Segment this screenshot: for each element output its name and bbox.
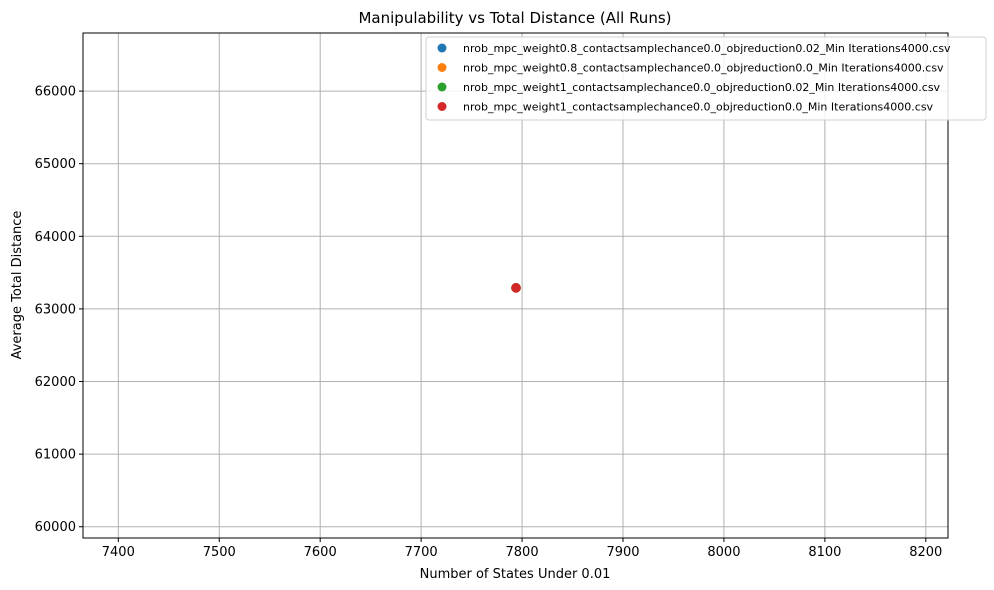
legend-marker — [437, 102, 447, 111]
data-points — [511, 283, 521, 293]
x-tick-label: 7700 — [405, 545, 438, 560]
x-tick-label: 7400 — [102, 545, 135, 560]
legend-box — [425, 36, 987, 121]
y-axis-ticks: 60000 61000 62000 63000 64000 65000 66000 — [35, 85, 83, 535]
x-axis-label: Number of States Under 0.01 — [420, 567, 611, 582]
y-tick-label: 60000 — [35, 520, 76, 535]
legend-label: nrob_mpc_weight0.8_contactsamplechance0.… — [463, 62, 944, 75]
data-point — [511, 283, 521, 293]
chart-title: Manipulability vs Total Distance (All Ru… — [358, 9, 671, 27]
y-tick-label: 66000 — [35, 85, 76, 100]
x-tick-label: 7600 — [304, 545, 337, 560]
y-tick-label: 65000 — [35, 157, 76, 172]
y-tick-label: 63000 — [35, 302, 76, 317]
x-tick-label: 8000 — [707, 545, 740, 560]
y-tick-label: 62000 — [35, 375, 76, 390]
x-axis-ticks: 7400 7500 7600 7700 7800 7900 8000 8100 8200 — [102, 538, 942, 560]
x-tick-label: 7900 — [606, 545, 639, 560]
legend-marker — [437, 63, 447, 72]
y-axis-label: Average Total Distance — [10, 211, 25, 360]
x-tick-label: 7500 — [203, 545, 236, 560]
legend-marker — [437, 43, 447, 53]
y-tick-label: 61000 — [35, 448, 76, 463]
y-tick-label: 64000 — [35, 230, 76, 245]
legend: nrob_mpc_weight0.8_contactsamplechance0.… — [425, 36, 987, 121]
legend-label: nrob_mpc_weight1_contactsamplechance0.0_… — [463, 101, 934, 114]
x-tick-label: 8100 — [808, 545, 841, 560]
x-tick-label: 8200 — [909, 545, 942, 560]
plot-frame — [82, 32, 949, 539]
x-tick-label: 7800 — [506, 545, 539, 560]
legend-label: nrob_mpc_weight0.8_contactsamplechance0.… — [463, 42, 951, 55]
legend-label: nrob_mpc_weight1_contactsamplechance0.0_… — [463, 81, 941, 94]
legend-marker — [437, 82, 447, 92]
